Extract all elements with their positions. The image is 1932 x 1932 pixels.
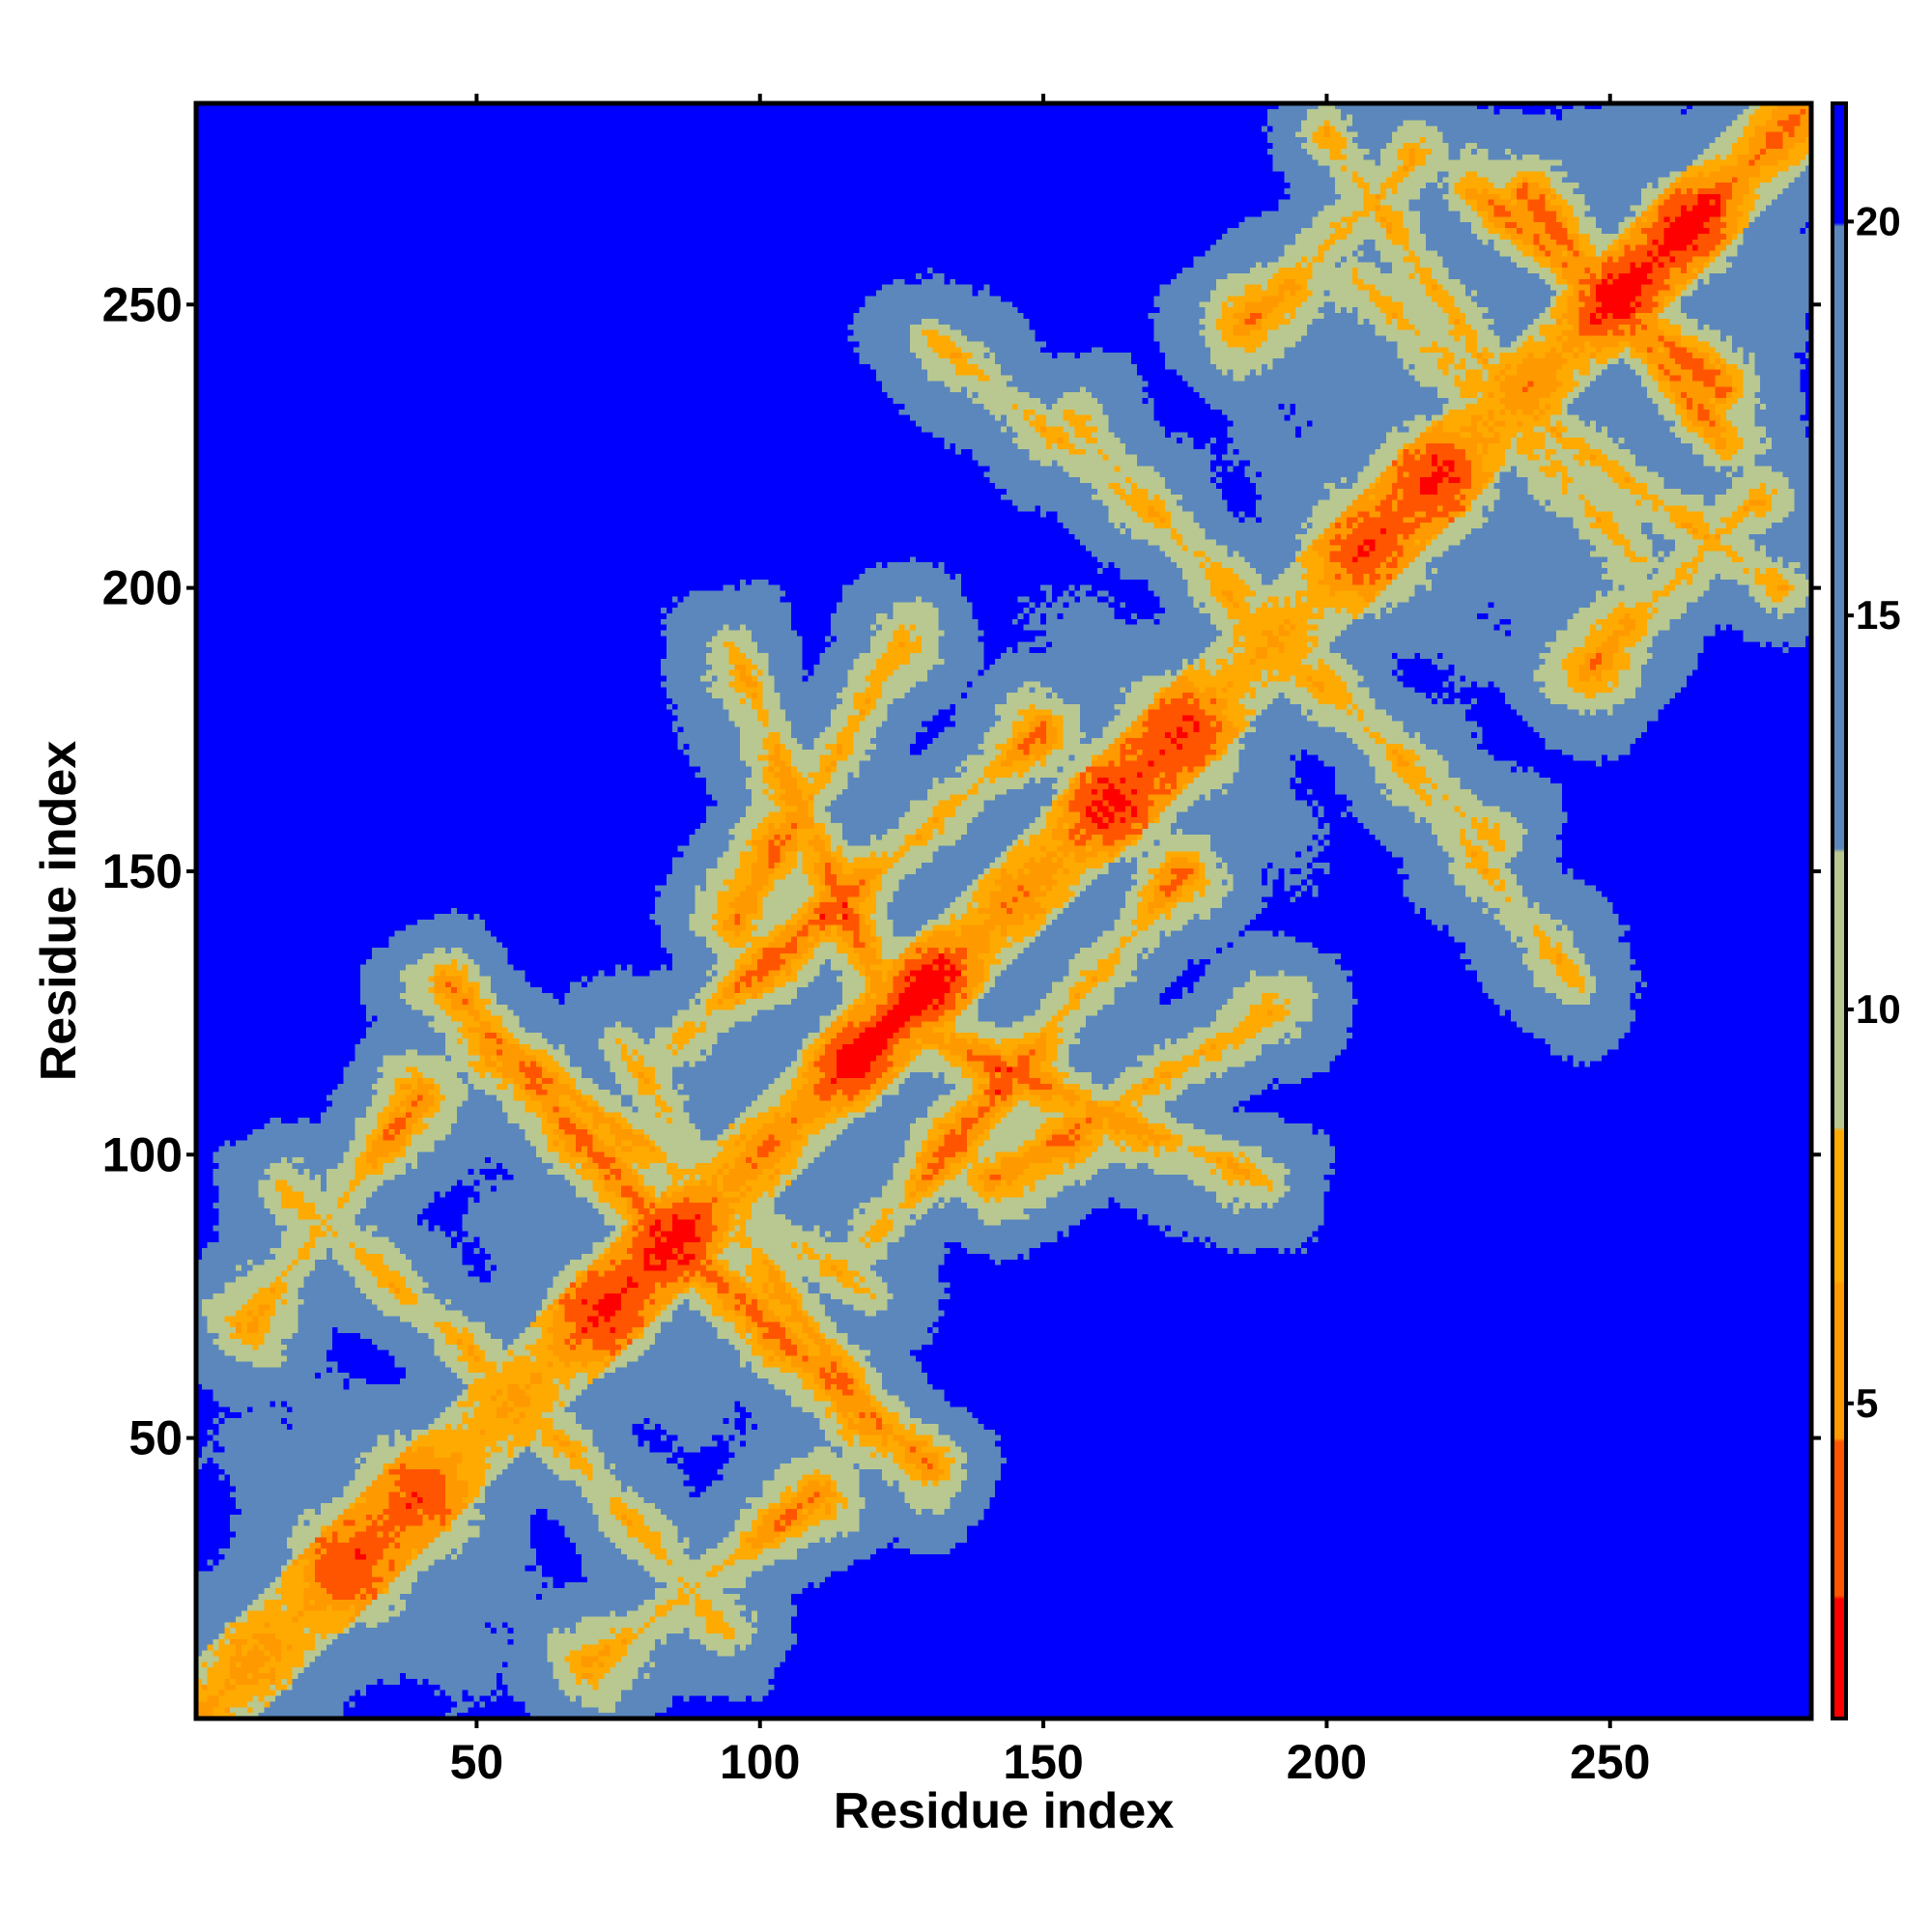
x-tick-label: 250 [1570,1735,1650,1789]
y-tick-label: 200 [102,561,183,615]
heatmap-plot [196,103,1811,1719]
y-tick-label: 50 [128,1411,183,1465]
colorbar-frame [1831,101,1848,1720]
y-tick-label: 100 [102,1127,183,1181]
colorbar-tick-label: 20 [1856,198,1901,243]
x-tick-label: 100 [720,1735,800,1789]
y-tick-label: 150 [102,844,183,898]
y-axis-label: Residue index [31,741,87,1082]
x-tick-label: 150 [1003,1735,1083,1789]
colorbar-tick-label: 10 [1856,986,1901,1032]
colorbar-tick-label: 15 [1856,592,1901,638]
colorbar [1833,103,1846,1719]
plot-frame [193,100,1814,1721]
colorbar-tick-label: 5 [1856,1380,1878,1426]
y-axis-ticks: 50 100 150 200 250 [102,277,1821,1465]
colorbar-ticks: 5 10 15 20 [1846,198,1901,1426]
y-tick-label: 250 [102,277,183,331]
x-axis-label: Residue index [834,1783,1175,1839]
x-tick-label: 50 [450,1735,504,1789]
x-tick-label: 200 [1287,1735,1367,1789]
x-axis-ticks: 50 100 150 200 250 [450,94,1650,1789]
